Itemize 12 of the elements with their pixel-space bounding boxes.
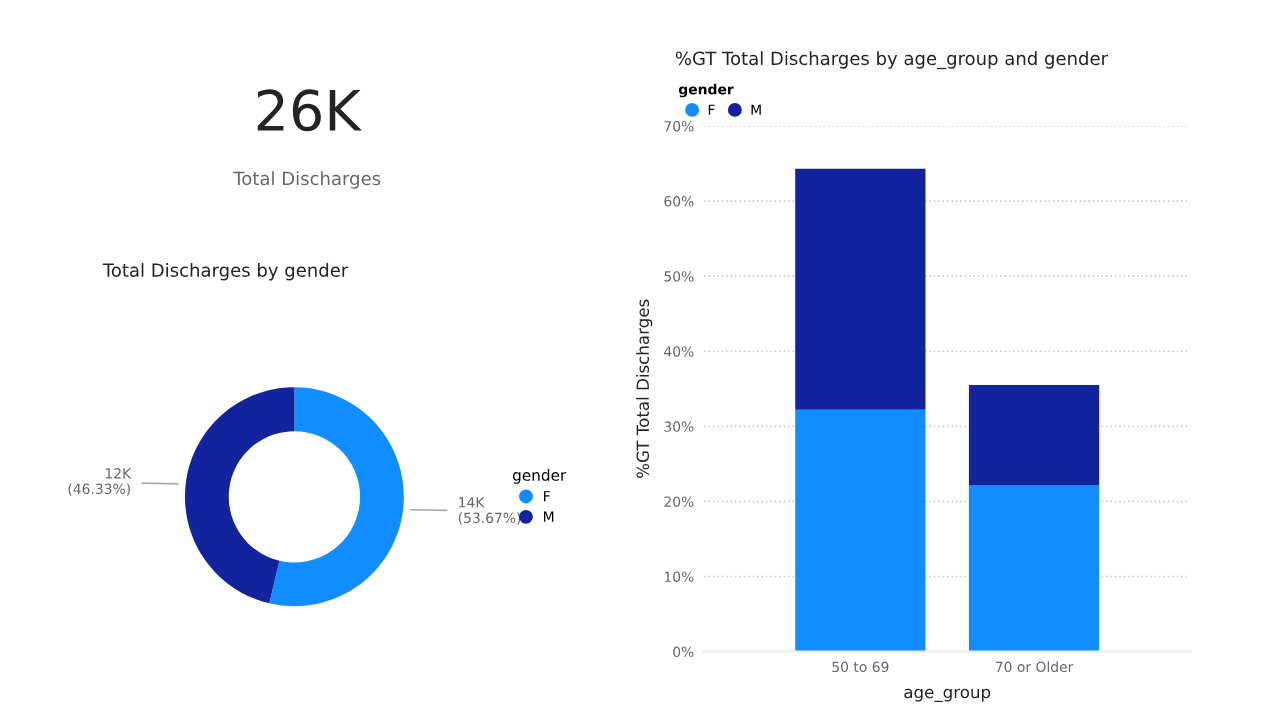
y-axis-title: %GT Total Discharges (636, 299, 653, 478)
text: 26K (257, 89, 362, 132)
chart-title: %GT Total Discharges by age_group and gender (675, 51, 1108, 70)
bar (795, 409, 926, 652)
bar (968, 385, 1100, 485)
text: Total Discharges (233, 171, 381, 189)
donut-slice (269, 387, 404, 607)
bar (968, 484, 1100, 652)
x-axis-title: age_group (904, 688, 991, 703)
bar (795, 168, 926, 410)
chart-title: Total Discharges by gender (102, 262, 349, 281)
donut-slice (184, 387, 295, 604)
